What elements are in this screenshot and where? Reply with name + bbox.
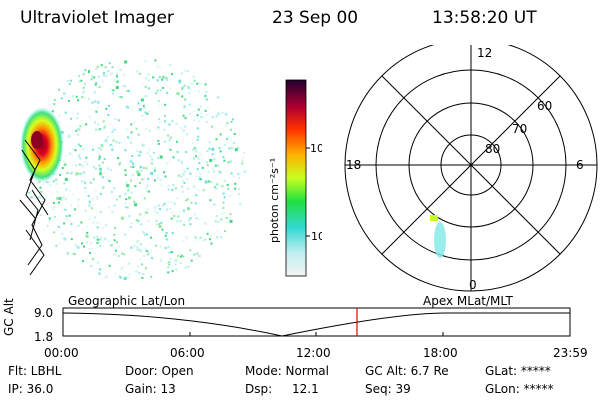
color-bar-unit: photon cm⁻²s⁻¹ xyxy=(268,158,281,243)
polar-aurora-patch xyxy=(434,222,446,258)
auroral-core xyxy=(31,131,43,149)
timeline-x-tick-2359: 23:59 xyxy=(553,346,588,360)
mlt-label-6: 6 xyxy=(576,158,584,172)
polar-plot: 12 18 6 0 60 70 80 xyxy=(344,45,598,292)
coastline-overlay xyxy=(19,139,49,276)
status-glat: GLat: ***** xyxy=(485,364,551,378)
status-dsp-label: Dsp: xyxy=(245,382,273,396)
mlt-label-18: 18 xyxy=(346,158,361,172)
auroral-hotspot xyxy=(20,107,64,183)
status-filter: Flt: LBHL xyxy=(8,364,62,378)
color-bar: 100 10 photon cm⁻²s⁻¹ xyxy=(268,79,322,277)
altitude-timeline xyxy=(62,307,571,337)
timeline-x-tick-0000: 00:00 xyxy=(44,346,79,360)
auroral-image xyxy=(19,59,246,280)
status-gc-alt: GC Alt: 6.7 Re xyxy=(365,364,449,378)
status-seq: Seq: 39 xyxy=(365,382,411,396)
lat-label-80: 80 xyxy=(485,142,500,156)
instrument-title: Ultraviolet Imager xyxy=(20,8,174,28)
mlt-label-12: 12 xyxy=(477,46,492,60)
noise-speckle xyxy=(26,59,246,280)
status-door: Door: Open xyxy=(125,364,194,378)
timeline-x-tick-1200: 12:00 xyxy=(296,346,331,360)
status-glon: GLon: ***** xyxy=(485,382,554,396)
timeline-y-tick-top: 9.0 xyxy=(34,306,54,320)
lat-label-70: 70 xyxy=(512,122,527,136)
altitude-curve xyxy=(62,312,570,337)
date-label: 23 Sep 00 xyxy=(272,8,359,28)
mlt-label-0: 0 xyxy=(469,278,477,292)
polar-aurora-bright xyxy=(430,215,438,221)
color-bar-gradient xyxy=(285,79,307,277)
color-bar-tick-10: 10 xyxy=(311,230,322,243)
status-gain: Gain: 13 xyxy=(125,382,176,396)
status-mode: Mode: Normal xyxy=(245,364,329,378)
timeline-y-tick-bottom: 1.8 xyxy=(34,330,54,344)
timeline-left-title: Geographic Lat/Lon xyxy=(68,294,186,308)
timeline-right-title: Apex MLat/MLT xyxy=(423,294,513,308)
timeline-x-tick-1800: 18:00 xyxy=(423,346,458,360)
time-label: 13:58:20 UT xyxy=(432,8,537,28)
color-bar-tick-100: 100 xyxy=(310,142,322,155)
lat-label-60: 60 xyxy=(537,99,552,113)
timeline-x-tick-0600: 06:00 xyxy=(170,346,205,360)
status-dsp-value: 12.1 xyxy=(292,382,319,396)
status-ip: IP: 36.0 xyxy=(8,382,54,396)
timeline-frame xyxy=(62,307,571,337)
